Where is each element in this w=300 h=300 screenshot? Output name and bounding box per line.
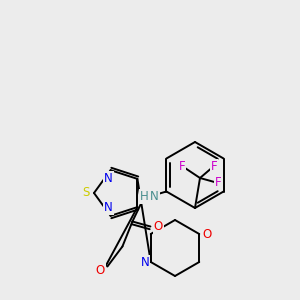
- Text: F: F: [215, 176, 221, 190]
- Text: F: F: [179, 160, 185, 172]
- Text: O: O: [202, 227, 212, 241]
- Text: N: N: [140, 256, 149, 268]
- Text: N: N: [150, 190, 159, 203]
- Text: N: N: [104, 172, 113, 185]
- Text: H: H: [140, 190, 149, 203]
- Text: O: O: [96, 264, 105, 277]
- Text: S: S: [82, 187, 90, 200]
- Text: N: N: [104, 201, 113, 214]
- Text: F: F: [211, 160, 217, 172]
- Text: O: O: [154, 220, 163, 233]
